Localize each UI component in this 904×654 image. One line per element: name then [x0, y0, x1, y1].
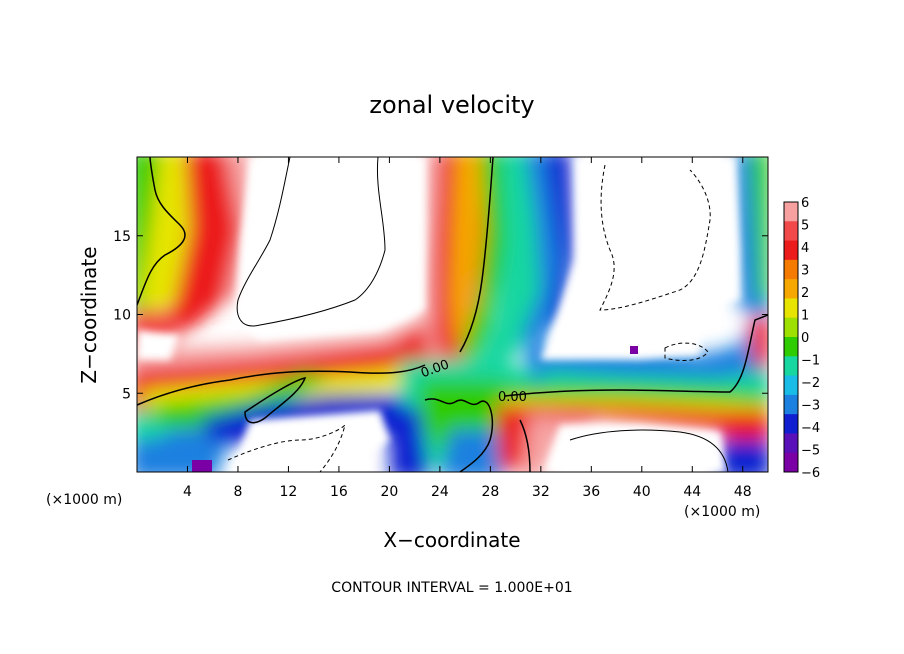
colorbar-label: −1: [801, 354, 820, 369]
colorbar-label: 2: [801, 286, 809, 301]
y-axis-ticks: 5 10 15: [113, 229, 768, 402]
field-left-yellow: [140, 157, 190, 320]
colorbar-label: 0: [801, 331, 809, 346]
y-tick-label: 5: [122, 386, 131, 402]
x-tick-label: 16: [330, 484, 348, 500]
colorbar-frame: [783, 201, 799, 473]
contour-dashed-bottom-left: [227, 423, 346, 472]
contour-dashed-right-small: [664, 342, 709, 361]
contour-zero-diagonal: [137, 364, 426, 406]
colorbar-swatch: [784, 433, 798, 454]
contour-solid-bottom-right-white: [569, 429, 729, 472]
x-unit-label-right: (×1000 m): [684, 504, 760, 520]
field-white-left-middle: [137, 330, 180, 360]
colorbar-swatch: [784, 202, 798, 222]
field-right-bottom-blue: [720, 440, 768, 472]
field-right-edge-green: [750, 157, 768, 300]
colorbar-swatch: [784, 414, 798, 434]
field-white-bottom-center: [230, 410, 390, 472]
contour-zero-center-wavy: [424, 398, 494, 472]
field-jet-cyan: [470, 157, 545, 380]
contour-label-2: 0.00: [498, 390, 527, 405]
x-tick-label: 28: [481, 484, 499, 500]
y-tick-label: 15: [113, 229, 131, 245]
field-white-upper-right: [540, 157, 740, 360]
field-center-lower-blue2: [441, 430, 505, 472]
colorbar-label: −3: [801, 399, 820, 414]
field-white-bottom-right: [545, 425, 725, 472]
colorbar-swatch: [784, 317, 798, 338]
colorbar-label: 5: [801, 219, 809, 234]
colorbar-label: 3: [801, 264, 809, 279]
colorbar-label: 1: [801, 309, 809, 324]
contour-zero-right-band: [504, 314, 768, 397]
colorbar-swatch: [784, 356, 798, 377]
x-tick-label: 44: [683, 484, 701, 500]
field-right-edge-red: [750, 315, 768, 369]
colorbar-label: −2: [801, 376, 820, 391]
x-axis-label: X−coordinate: [383, 528, 520, 552]
x-tick-label: 8: [233, 484, 242, 500]
y-axis-label: Z−coordinate: [77, 246, 101, 383]
x-unit-label-left: (×1000 m): [46, 492, 122, 508]
x-tick-label: 32: [532, 484, 550, 500]
colorbar-swatch: [784, 221, 798, 242]
contour-zero-jet: [459, 157, 494, 353]
x-tick-label: 24: [431, 484, 449, 500]
colorbar-label: −4: [801, 421, 820, 436]
field-violet-spot2: [192, 460, 212, 472]
x-tick-label: 48: [734, 484, 752, 500]
heatmap-field: [137, 157, 768, 472]
colorbar-swatch: [784, 259, 798, 280]
x-tick-label: 12: [280, 484, 298, 500]
colorbar-swatch: [784, 337, 798, 357]
contour-zero-bottom-right: [519, 419, 531, 472]
contour-dashed-right-upper: [599, 164, 711, 311]
field-left-red: [160, 157, 240, 330]
x-axis-ticks: 4 8 12 16 20 24 28 32 36 40 44 48: [183, 157, 752, 500]
contour-zero-lower-loop: [244, 377, 307, 424]
contour-interval-footer: CONTOUR INTERVAL = 1.000E+01: [331, 580, 572, 596]
y-tick-label: 10: [113, 308, 131, 324]
colorbar-label: −5: [801, 444, 820, 459]
contour-lines: [137, 157, 768, 472]
field-jet-green: [460, 157, 510, 370]
field-center-lower-blue: [390, 400, 429, 472]
colorbar-swatch: [784, 298, 798, 319]
colorbar-swatch: [784, 279, 798, 299]
contour-zero-left-upper: [137, 157, 186, 306]
colorbar-swatch: [784, 394, 798, 415]
field-jet-orange: [450, 157, 485, 350]
x-tick-label: 36: [582, 484, 600, 500]
x-tick-label: 20: [380, 484, 398, 500]
colorbar: 6 5 4 3 2 1 0 −1 −2 −3 −4 −5 −6: [783, 196, 820, 481]
colorbar-swatch: [784, 240, 798, 261]
colorbar-swatch: [784, 375, 798, 396]
colorbar-label: 6: [801, 196, 809, 211]
field-white-upper-left: [235, 157, 425, 340]
colorbar-swatch: [784, 452, 798, 473]
chart-title: zonal velocity: [369, 91, 534, 119]
x-tick-label: 4: [183, 484, 192, 500]
colorbar-label: −6: [801, 466, 820, 481]
field-violet-spot: [630, 346, 638, 354]
contour-solid-upper-left-white: [236, 157, 386, 327]
colorbar-label: 4: [801, 241, 809, 256]
x-tick-label: 40: [633, 484, 651, 500]
